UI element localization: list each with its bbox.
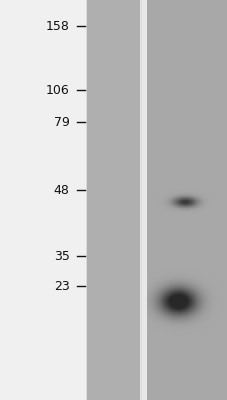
Text: 23: 23 [54,280,69,292]
Text: 35: 35 [53,250,69,262]
Bar [141,0,146,400]
Text: 106: 106 [46,84,69,96]
Bar [146,0,227,400]
Text: 79: 79 [53,116,69,128]
Bar [86,0,140,400]
Text: 158: 158 [45,20,69,32]
Text: 48: 48 [53,184,69,196]
